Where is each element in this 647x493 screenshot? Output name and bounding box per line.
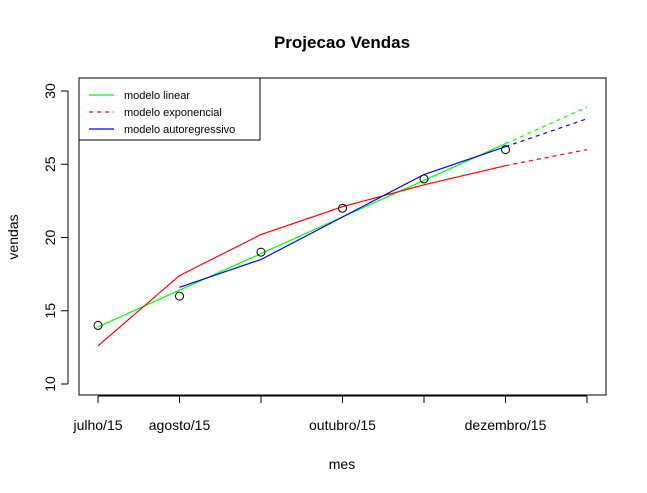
plot-layer: 10 15 20 25 30 julho/15 agosto/15 outubro/15 dez…: [42, 83, 588, 433]
plot-box: [78, 77, 607, 396]
legend-label-modelo-linear: modelo linear: [124, 90, 190, 102]
observed-point: [93, 320, 103, 330]
series-modelo-autoregressivo-fitted-line: [179, 146, 506, 288]
y-tick-label: 20: [42, 230, 58, 246]
observed-point: [175, 291, 184, 301]
series-modelo-exponencial-forecast-line: [505, 149, 588, 167]
y-tick-label: 25: [42, 156, 58, 172]
legend-label-modelo-exponencial: modelo exponencial: [124, 107, 222, 119]
series-modelo-linear-forecast-line: [505, 106, 588, 145]
observed-point: [419, 174, 429, 184]
legend: modelo linear modelo exponencial modelo au…: [78, 77, 261, 141]
legend-label-modelo-autoregressivo: modelo autoregressivo: [124, 124, 235, 136]
y-tick-label: 30: [42, 83, 58, 99]
x-tick-label: dezembro/15: [465, 417, 547, 433]
observed-point: [338, 203, 347, 213]
x-axis-label: mes: [329, 456, 355, 472]
x-tick-label: agosto/15: [149, 417, 211, 433]
x-tick-label: julho/15: [72, 417, 122, 433]
series-modelo-linear-fitted-line: [97, 143, 506, 328]
series-modelo-autoregressivo-forecast-line: [505, 118, 588, 148]
series-modelo-exponencial-fitted-line: [97, 165, 506, 347]
y-tick-label: 15: [42, 303, 58, 319]
x-tick-label: outubro/15: [309, 417, 376, 433]
y-tick-label: 10: [42, 376, 58, 392]
observed-point: [501, 145, 510, 155]
observed-point: [256, 247, 266, 257]
y-axis-label: vendas: [5, 214, 21, 259]
chart-title: Projecao Vendas: [274, 33, 410, 52]
legend-box: [78, 77, 261, 141]
